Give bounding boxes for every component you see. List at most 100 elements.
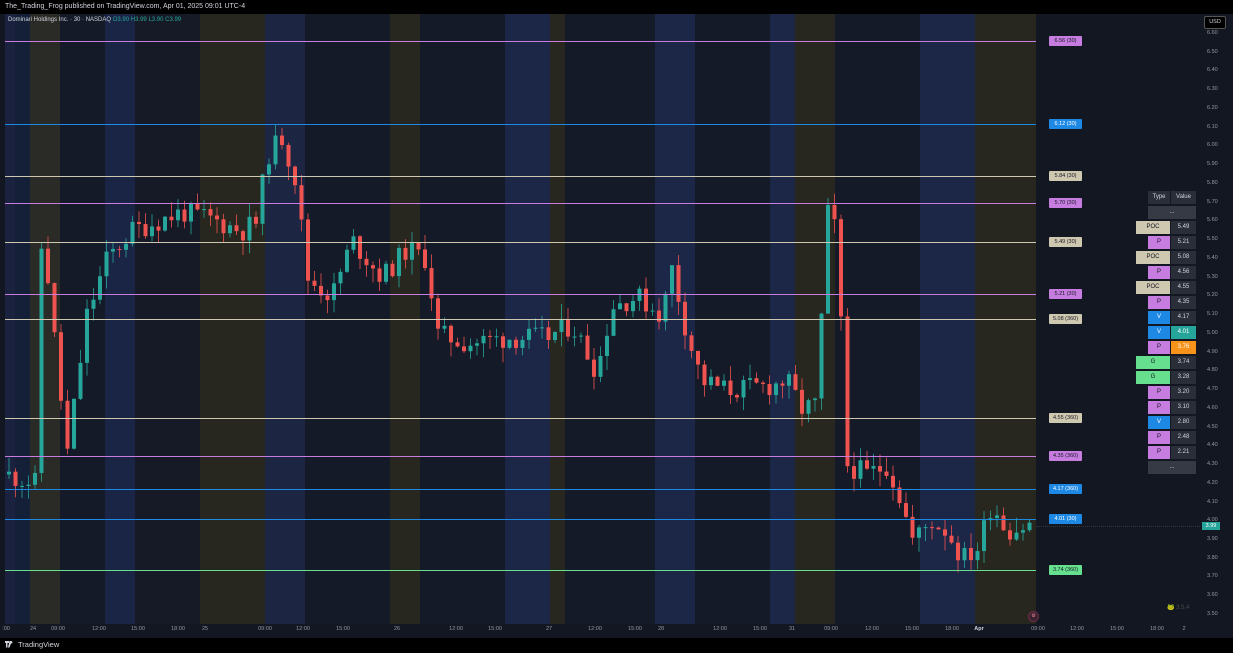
candle-body — [416, 242, 421, 250]
price-tick: 4.60 — [1207, 404, 1218, 411]
candle-body — [598, 355, 603, 377]
price-tick: 6.20 — [1207, 104, 1218, 111]
candle-body — [904, 503, 908, 517]
last-price-line — [1036, 526, 1200, 527]
candle-body — [306, 219, 310, 281]
candle-body — [501, 336, 505, 348]
candle-body — [845, 316, 850, 467]
candle-body — [631, 300, 635, 312]
candle-body — [611, 309, 616, 336]
price-tick: 3.60 — [1207, 592, 1218, 599]
candle-body — [7, 471, 11, 475]
candle-body — [1021, 530, 1025, 533]
table-cell-type: POC — [1136, 251, 1170, 264]
time-tick: 25 — [201, 626, 209, 632]
price-tick: 6.30 — [1207, 86, 1218, 93]
candle-body — [988, 518, 993, 521]
candle-body — [85, 308, 89, 363]
price-tick: 6.10 — [1207, 123, 1218, 130]
legend-open: O3.90 — [112, 17, 130, 23]
level-lines — [5, 14, 1036, 624]
table-cell-type: V — [1148, 326, 1170, 339]
candle-body — [930, 527, 934, 529]
candle-body — [364, 258, 369, 266]
candle-body — [884, 471, 889, 476]
candle-body — [761, 382, 765, 385]
time-tick: 26 — [393, 626, 401, 632]
symbol-legend[interactable]: Dominari Holdings Inc. · 30 · NASDAQ O3.… — [8, 17, 181, 23]
candle-body — [215, 215, 219, 220]
candle-body — [559, 318, 564, 332]
watermark-text: 3.5.4 — [1176, 605, 1190, 611]
candle-body — [878, 466, 882, 472]
candle-body — [475, 343, 479, 346]
candle-body — [254, 216, 258, 224]
table-cell-type: P — [1148, 431, 1170, 444]
candle-body — [949, 535, 954, 543]
candle-body — [819, 313, 824, 399]
candle-body — [338, 271, 343, 284]
table-header-value: Value — [1171, 191, 1196, 204]
plot-pane[interactable]: Dominari Holdings Inc. · 30 · NASDAQ O3.… — [5, 14, 1036, 624]
candle-body — [20, 485, 24, 487]
candle-body — [566, 318, 570, 337]
time-tick: :00 — [2, 626, 10, 632]
level-line — [5, 519, 1036, 521]
time-tick: 15:00 — [753, 626, 767, 632]
table-cell-value: 2.21 — [1171, 446, 1196, 459]
candle-body — [46, 248, 50, 284]
price-tick: 4.20 — [1207, 479, 1218, 486]
candle-body — [150, 226, 154, 237]
time-tick: 12:00 — [449, 626, 463, 632]
price-tick: 4.00 — [1207, 517, 1218, 524]
time-tick: 12:00 — [1070, 626, 1084, 632]
time-tick: 15:00 — [336, 626, 350, 632]
candle-body — [299, 185, 304, 220]
time-tick: 09:00 — [1031, 626, 1045, 632]
level-label: 5.84 (30) — [1049, 171, 1082, 182]
time-tick: 31 — [788, 626, 796, 632]
candle-body — [683, 301, 687, 336]
candle-body — [995, 515, 999, 519]
price-tick: 3.80 — [1207, 554, 1218, 561]
time-tick: 12:00 — [588, 626, 602, 632]
candle-body — [969, 547, 973, 561]
time-tick: 15:00 — [1110, 626, 1124, 632]
candle-body — [832, 204, 837, 220]
price-tick: 5.10 — [1207, 311, 1218, 318]
currency-badge[interactable]: USD — [1204, 16, 1226, 29]
table-cell-value: 5.49 — [1171, 221, 1196, 234]
candle-body — [546, 327, 551, 340]
candle-body — [592, 359, 596, 377]
table-cell-type: V — [1148, 311, 1170, 324]
candle-body — [397, 247, 401, 277]
time-tick: 12:00 — [296, 626, 310, 632]
indicator-watermark: 🐸 3.5.4 — [1167, 605, 1190, 611]
candle-body — [319, 285, 323, 296]
candle-body — [117, 249, 122, 251]
table-cell-value: 4.17 — [1171, 311, 1196, 324]
candle-body — [202, 209, 206, 211]
table-header-type: Type — [1148, 191, 1170, 204]
table-cell-value: 5.21 — [1171, 236, 1196, 249]
candle-body — [182, 209, 187, 222]
level-label: 5.08 (360) — [1049, 313, 1082, 324]
candle-body — [124, 243, 128, 250]
price-axis[interactable]: 6.60 6.50 6.40 6.30 6.20 6.10 6.00 5.90 5.80 5.70… — [1199, 14, 1233, 638]
candle-body — [189, 202, 193, 222]
candle-body — [332, 283, 336, 301]
chart-settings-icon[interactable]: ⚙ — [1028, 611, 1039, 622]
table-cell-type: POC — [1136, 221, 1170, 234]
candle-body — [650, 310, 655, 312]
candle-body — [429, 268, 434, 299]
candle-body — [143, 224, 148, 237]
candle-body — [358, 236, 362, 259]
time-axis[interactable]: :00 24 09:00 12:00 15:00 18:00 25 09:00 12:00 15:… — [0, 624, 1233, 638]
candle-body — [696, 350, 700, 365]
time-tick: 18:00 — [171, 626, 185, 632]
candle-body — [813, 398, 817, 401]
candle-body — [403, 247, 408, 260]
candle-body — [858, 460, 863, 479]
chart-area[interactable]: Dominari Holdings Inc. · 30 · NASDAQ O3.… — [0, 14, 1233, 638]
level-label: 4.35 (360) — [1049, 450, 1082, 461]
